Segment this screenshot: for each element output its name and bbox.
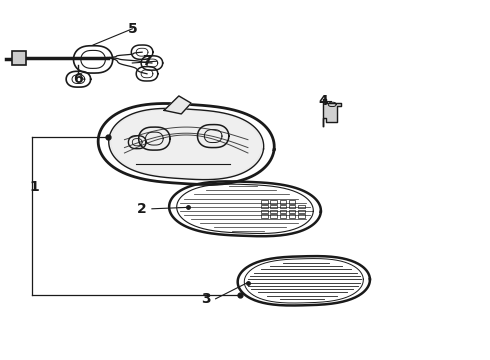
Text: 6: 6 bbox=[74, 72, 83, 86]
Bar bbox=[270, 210, 277, 213]
Text: 2: 2 bbox=[137, 202, 147, 216]
FancyBboxPatch shape bbox=[12, 51, 26, 65]
Text: 3: 3 bbox=[201, 292, 211, 306]
Bar bbox=[280, 200, 286, 204]
Bar bbox=[270, 214, 277, 218]
Bar bbox=[280, 210, 286, 213]
Bar bbox=[261, 205, 268, 208]
Bar bbox=[298, 214, 305, 218]
Text: 1: 1 bbox=[29, 180, 39, 194]
Bar bbox=[261, 210, 268, 213]
Bar bbox=[270, 205, 277, 208]
Polygon shape bbox=[323, 99, 341, 126]
Text: 5: 5 bbox=[127, 22, 137, 36]
Bar bbox=[270, 200, 277, 204]
Bar bbox=[289, 210, 295, 213]
Bar bbox=[289, 205, 295, 208]
Bar bbox=[298, 205, 305, 208]
Bar bbox=[280, 205, 286, 208]
Bar bbox=[289, 214, 295, 218]
Text: 7: 7 bbox=[142, 54, 152, 68]
Bar bbox=[289, 200, 295, 204]
Bar bbox=[261, 214, 268, 218]
Bar bbox=[280, 214, 286, 218]
Polygon shape bbox=[110, 109, 262, 179]
Polygon shape bbox=[164, 96, 191, 114]
Bar bbox=[298, 210, 305, 213]
Text: 4: 4 bbox=[318, 94, 328, 108]
Bar bbox=[261, 200, 268, 204]
